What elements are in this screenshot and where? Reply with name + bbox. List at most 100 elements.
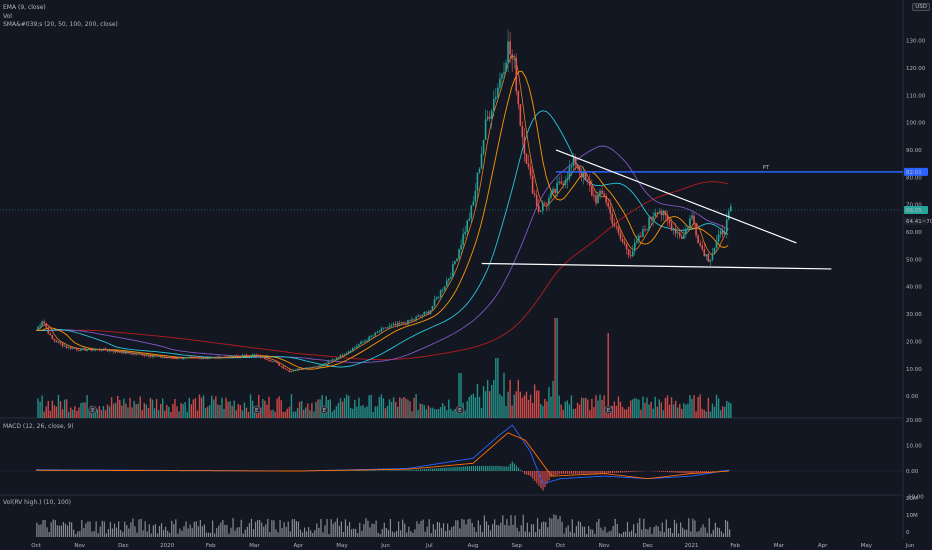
relative-volume-bar: [635, 533, 637, 537]
volume-bar: [67, 411, 70, 418]
macd-histogram-bar: [709, 471, 712, 472]
relative-volume-bar: [430, 533, 432, 537]
volume-bar: [70, 407, 72, 418]
candle-body: [286, 369, 289, 371]
relative-volume-bar: [197, 526, 199, 537]
volume-bar: [499, 394, 501, 418]
relative-volume-bar: [500, 522, 502, 537]
relative-volume-bar: [498, 525, 500, 537]
relative-volume-bar: [183, 526, 185, 537]
candle-body: [730, 206, 732, 212]
candle-body: [525, 153, 528, 164]
volume-bar: [450, 408, 452, 418]
currency-badge[interactable]: USD: [912, 3, 930, 11]
relative-volume-bar: [50, 522, 52, 537]
relative-volume-bar: [81, 520, 83, 537]
macd-histogram-bar: [421, 469, 423, 471]
relative-volume-bar: [680, 522, 682, 537]
candle-body: [190, 356, 193, 358]
relative-volume-bar: [449, 530, 451, 537]
relative-volume-bar: [124, 521, 126, 537]
candle-body: [613, 223, 616, 226]
candle-body: [572, 157, 575, 167]
relative-volume-bar: [152, 525, 154, 537]
candle-body: [599, 190, 601, 196]
candle-body: [364, 340, 366, 342]
relative-volume-bar: [393, 532, 396, 537]
candle-body: [264, 356, 266, 360]
macd-histogram-bar: [452, 467, 454, 471]
volume-bar: [580, 397, 583, 418]
price-axis-tick: 110.00: [906, 93, 926, 99]
candle-body: [235, 355, 238, 357]
candle-body: [55, 340, 58, 343]
candle-body: [366, 340, 368, 342]
relative-volume-bar: [216, 528, 218, 537]
volume-bar: [347, 395, 350, 418]
relative-volume-bar: [657, 526, 659, 537]
candle-body: [642, 229, 644, 237]
relative-volume-bar: [40, 524, 42, 537]
volume-bar: [298, 401, 301, 418]
candle-body: [282, 366, 285, 369]
relative-volume-bar: [287, 521, 289, 537]
relative-volume-bar: [471, 522, 473, 537]
volume-bar: [488, 391, 491, 418]
volume-bar: [423, 405, 425, 418]
candle-body: [61, 343, 64, 347]
volume-bar: [345, 394, 348, 418]
candle-body: [121, 352, 123, 354]
relative-volume-bar: [107, 529, 110, 537]
volume-bar: [108, 406, 111, 418]
candle-body: [552, 189, 554, 193]
relative-volume-bar: [167, 530, 169, 537]
candle-body: [591, 186, 593, 196]
candle-body: [280, 365, 283, 367]
macd-histogram-bar: [628, 471, 630, 473]
volume-bar: [595, 395, 597, 418]
relative-volume-bar: [299, 529, 302, 537]
volume-bar: [204, 407, 207, 418]
macd-histogram-bar: [595, 471, 597, 474]
earnings-marker: E: [320, 405, 329, 415]
volume-bar: [548, 387, 550, 418]
relative-volume-bar: [555, 515, 557, 537]
candle-body: [74, 348, 76, 349]
candle-body: [678, 232, 681, 237]
macd-histogram-bar: [538, 471, 540, 486]
candle-body: [335, 358, 338, 360]
price-axis-tick: 20.00: [906, 339, 922, 345]
relative-volume-bar: [637, 523, 639, 537]
candle-body: [701, 245, 704, 250]
volume-bar: [668, 404, 671, 418]
volume-bar: [726, 400, 728, 418]
candle-body: [564, 180, 567, 185]
volume-bar: [380, 394, 383, 418]
volume-bar: [47, 400, 49, 418]
volume-bar: [119, 399, 121, 418]
candle-body: [163, 357, 166, 359]
volume-bar: [110, 397, 113, 418]
relative-volume-bar: [447, 523, 449, 537]
candle-body: [98, 349, 101, 351]
candle-body: [221, 357, 223, 359]
volume-bar: [139, 396, 141, 418]
candle-body: [141, 354, 144, 356]
candle-body: [625, 244, 628, 250]
candle-body: [454, 261, 456, 265]
volume-bar: [288, 406, 291, 418]
relative-volume-bar: [722, 533, 725, 537]
macd-histogram-bar: [624, 471, 626, 473]
volume-bar: [556, 318, 558, 418]
candle-body: [445, 280, 448, 287]
relative-volume-bar: [291, 519, 293, 537]
candle-body: [123, 351, 125, 354]
candle-body: [472, 201, 475, 206]
candle-body: [537, 205, 540, 212]
macd-histogram-bar: [701, 471, 703, 473]
candle-body: [251, 354, 254, 357]
relative-volume-bar: [410, 531, 412, 537]
relative-volume-bar: [669, 527, 671, 537]
macd-histogram-bar: [667, 471, 669, 473]
relative-volume-bar: [583, 526, 586, 537]
